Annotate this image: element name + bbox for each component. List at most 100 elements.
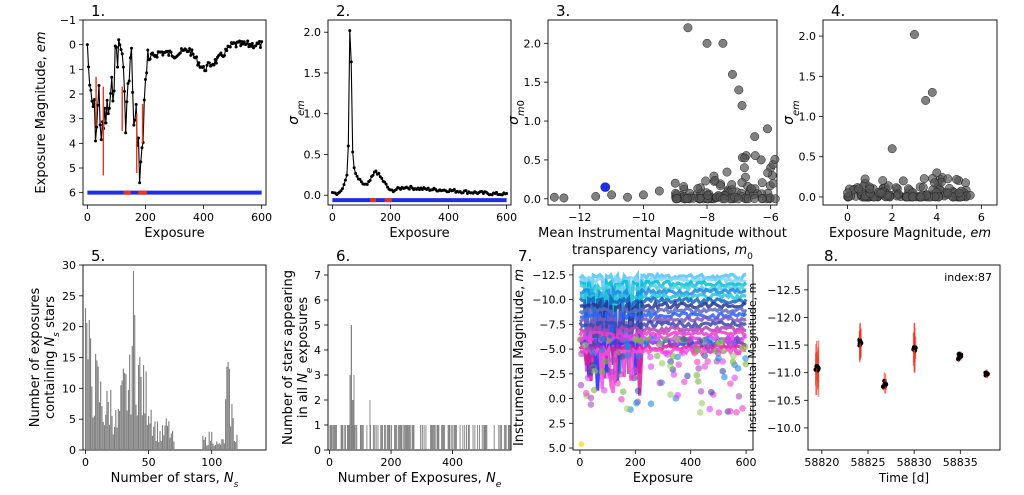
em-point [134,103,138,107]
histogram-bar [166,425,169,450]
x-tick-label: 0 [84,211,91,224]
x-tick-label: 0 [326,456,333,469]
measurement-point [715,409,723,416]
y-axis-label: Instrumental Magnitude, m [746,283,759,433]
histogram-bar [431,425,433,450]
measurement-point [714,349,722,357]
histogram-bar [448,425,450,450]
y-tick-label: −11.0 [767,367,801,380]
exposure-point [854,184,864,194]
sigma-point [374,169,378,173]
measurement-point [582,389,590,397]
em-point [136,136,140,140]
y-tick-label: 30 [62,259,76,272]
sigma-point [452,188,456,192]
em-series-line [86,39,263,183]
panel-number: 6. [336,247,350,265]
em-point [189,53,193,57]
star-point [670,178,680,188]
histogram-bar [155,440,157,450]
histogram-bar [96,360,98,450]
star-point [733,194,743,204]
histogram-bar [477,425,479,450]
sigma-point [384,182,388,186]
histogram-bar [395,425,396,450]
x-tick-label: 50 [142,456,156,469]
histogram-bar [173,441,175,450]
histogram-bar [119,410,121,450]
histogram-bar [345,425,347,450]
star-point [750,151,760,161]
histogram-bar [172,430,174,450]
star-point [703,190,713,200]
x-axis-label: Mean Instrumental Magnitude without [538,226,787,241]
measurement-point [656,339,664,347]
y-tick-label: 5 [314,319,321,332]
measurement-point [629,373,636,380]
histogram-bar [231,404,233,450]
histogram-bar [132,271,135,450]
sigma-point [407,187,411,191]
star-point [763,168,773,178]
y-tick-label: −7.5 [539,318,566,331]
em-point [107,106,111,110]
measurement-point [587,401,595,408]
em-point [123,89,127,93]
histogram-bar [131,345,133,450]
y-tick-label: 5.0 [549,442,567,455]
exposure-point [961,178,970,188]
x-tick-label: −6 [763,211,779,224]
panel-number: 5. [91,247,105,265]
histogram-bar [154,421,156,450]
y-tick-label: 7 [314,269,321,282]
histogram-bar [498,425,500,450]
x-tick-label: 0 [329,211,336,224]
histogram-bar [148,416,150,450]
y-tick-label: 1.0 [304,108,322,121]
histogram-bar [387,425,389,450]
y-tick-label: 6 [314,294,321,307]
em-point [160,50,164,54]
plot-frame [547,19,778,206]
histogram-bar [136,415,138,450]
star-point [693,184,703,194]
measurement-point [664,351,672,358]
histogram-bar [153,426,155,450]
em-point [207,61,211,65]
y-axis-label: Instrumental Magnitude, m [512,269,527,446]
star-point [559,193,569,203]
measurement-point [623,405,631,412]
histogram-bar [352,400,354,450]
y-tick-label: 0.0 [524,193,542,206]
measurement-point [729,358,737,366]
histogram-bar [209,440,212,450]
measurement-point [694,378,702,385]
measurement-point [719,367,727,375]
histogram-bar [399,425,401,450]
x-tick-label: −12 [568,211,591,224]
measurement-point [701,352,709,359]
star-point [654,186,664,196]
em-point [89,88,93,92]
histogram-bar [449,425,451,450]
histogram-bar [384,425,386,450]
em-point [190,48,194,52]
histogram-bar [141,415,143,450]
sigma-point [365,183,369,187]
em-point [238,39,242,43]
star-point [710,175,720,185]
em-point [116,65,120,69]
histogram-bar [349,375,351,450]
y-tick-label: 0.5 [799,151,817,164]
y-tick-label: 1.5 [524,76,542,89]
em-point [105,98,109,102]
histogram-bar [431,425,432,450]
star-point [682,194,692,203]
em-point [111,99,115,103]
em-point [127,79,131,83]
histogram-bar [421,425,423,450]
exposure-point [927,87,937,97]
x-tick-label: 600 [736,456,757,469]
measurement-point [983,370,988,375]
sigma-point [348,29,352,33]
